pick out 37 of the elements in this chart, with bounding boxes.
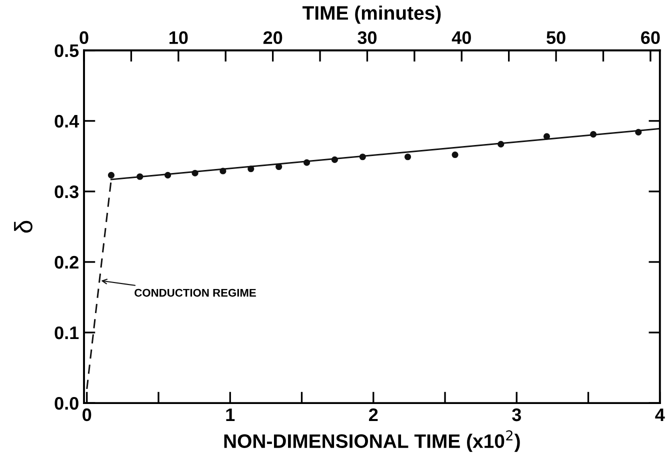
x2-tick-label: 10 [170,31,188,44]
point [164,172,172,179]
y-tick-label: 0.3 [54,185,78,198]
point [543,133,550,140]
x-tick-label: 1 [226,408,235,421]
point [635,128,642,136]
annotation: CONDUCTION REGIME [134,288,256,297]
x2-tick-label: 60 [641,31,660,44]
x2-axis-title: TIME (minutes) [302,6,441,24]
point [498,140,504,148]
x2-tick-label: 50 [546,31,566,44]
y-tick-label: 0.4 [54,114,80,128]
point [404,154,412,160]
x-axis-title: NON-DIMENSIONAL TIME (x10$^{2}$) [224,430,520,452]
point [248,166,254,172]
point [359,154,366,160]
y-axis-title: δ [14,220,32,233]
point [452,151,458,158]
y-tick-label: 0.5 [54,44,79,58]
y-tick-label: 0.1 [54,326,79,340]
x-tick-label: 2 [368,408,378,421]
x-tick-label: 4 [655,408,665,421]
x2-tick-label: 20 [263,31,282,44]
point [590,131,597,138]
x-tick-label: 0 [82,408,92,422]
x2-tick-label: 40 [452,31,471,44]
y-tick-label: 0.2 [54,256,78,269]
point [136,173,144,180]
point [303,159,310,166]
point [108,172,115,179]
x2-tick-label: 30 [358,31,377,44]
x2-tick-label: 0 [80,31,88,44]
point [220,168,226,174]
point [192,170,198,176]
point [331,156,338,163]
y-tick-label: 0.0 [54,396,78,410]
x-tick-label: 3 [512,408,522,422]
